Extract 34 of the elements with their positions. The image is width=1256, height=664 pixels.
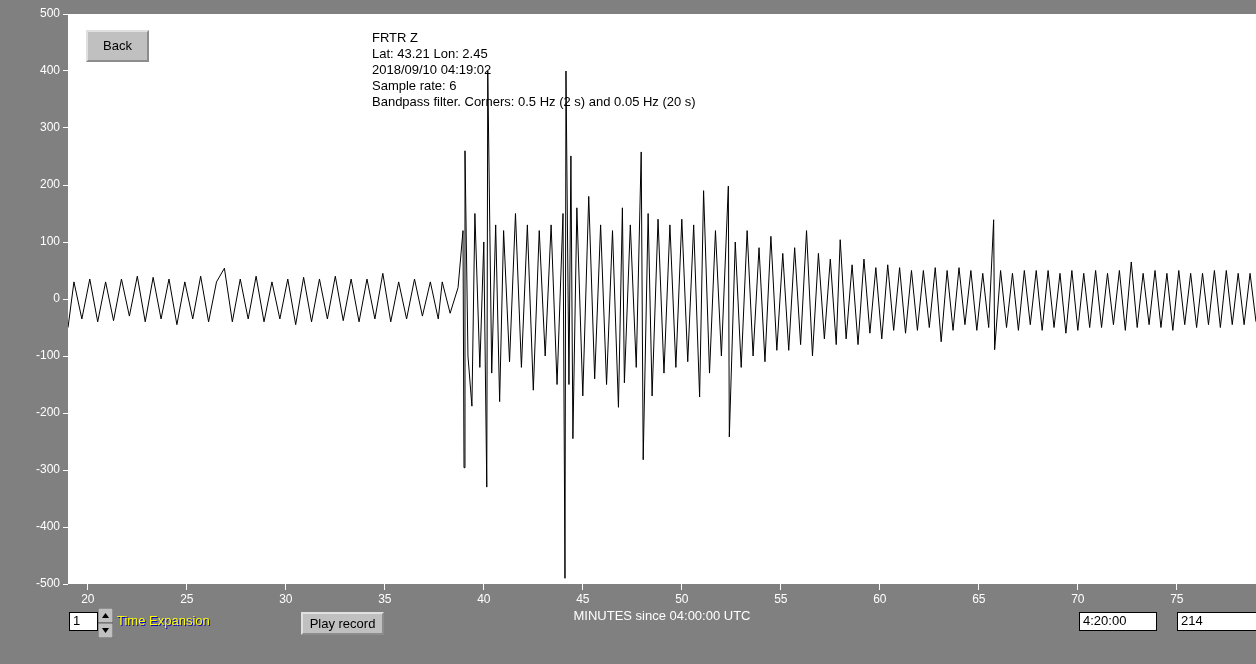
y-tick-label: -300 xyxy=(35,462,61,477)
x-tick-label: 60 xyxy=(873,591,887,606)
x-tick-label: 65 xyxy=(972,591,986,606)
x-tick-label: 35 xyxy=(378,591,392,606)
y-tick-label: 300 xyxy=(39,120,61,135)
annotation: 2018/09/10 04:19:02 xyxy=(372,62,493,78)
y-tick-label: -400 xyxy=(35,519,61,534)
x-tick-label: 30 xyxy=(279,591,293,606)
x-tick-label: 20 xyxy=(81,591,95,606)
text: Time Expansion xyxy=(117,613,210,628)
y-tick-label: -100 xyxy=(35,348,61,363)
y-tick-label: 200 xyxy=(39,177,61,192)
play-record-button: Play record xyxy=(301,612,384,635)
x-tick-label: 50 xyxy=(675,591,689,606)
back-button: Back xyxy=(86,30,149,62)
y-tick-label: 400 xyxy=(39,63,61,78)
annotation: Lat: 43.21 Lon: 2.45 xyxy=(372,46,489,62)
x-tick-label: 55 xyxy=(774,591,788,606)
y-tick-label: -200 xyxy=(35,405,61,420)
x-tick-label: 25 xyxy=(180,591,194,606)
annotation: Sample rate: 6 xyxy=(372,78,458,94)
number-field: 1 xyxy=(69,612,98,631)
x-axis-title: MINUTES since 04:00:00 UTC xyxy=(573,608,751,623)
x-tick-label: 40 xyxy=(477,591,491,606)
time-field: 4:20:00 xyxy=(1079,612,1157,631)
x-tick-label: 70 xyxy=(1071,591,1085,606)
annotation: FRTR Z xyxy=(372,30,419,46)
count-field: 214 xyxy=(1177,612,1256,631)
y-tick-label: 500 xyxy=(39,6,61,21)
y-tick-label: 100 xyxy=(39,234,61,249)
x-tick-label: 75 xyxy=(1170,591,1184,606)
x-tick-label: 45 xyxy=(576,591,590,606)
y-tick-label: -500 xyxy=(35,576,61,591)
y-tick-label: 0 xyxy=(53,291,61,306)
